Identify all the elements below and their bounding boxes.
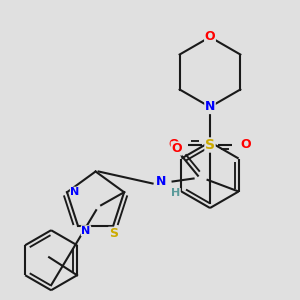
Text: N: N	[70, 187, 80, 197]
Text: S: S	[205, 138, 215, 152]
Text: H: H	[171, 188, 180, 199]
Text: O: O	[169, 139, 179, 152]
Text: N: N	[205, 100, 215, 113]
Text: O: O	[205, 31, 215, 44]
Text: N: N	[81, 226, 91, 236]
Text: N: N	[155, 175, 166, 188]
Text: O: O	[171, 142, 182, 155]
Text: S: S	[109, 227, 118, 240]
Text: O: O	[241, 139, 251, 152]
